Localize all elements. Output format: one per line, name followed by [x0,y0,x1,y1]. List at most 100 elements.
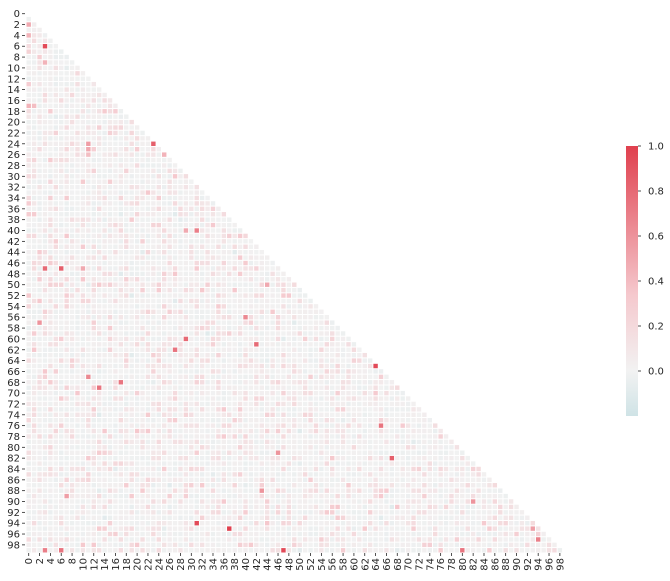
heatmap-cell [172,255,178,260]
heatmap-cell [129,363,134,369]
heatmap-cell [124,179,129,184]
heatmap-cell [96,87,102,92]
heatmap-cell [31,537,37,542]
heatmap-cell [64,358,69,363]
heatmap-cell [134,147,140,152]
heatmap-cell [31,98,37,103]
heatmap-cell [357,363,362,369]
heatmap-cell [460,493,465,499]
heatmap-cell [124,369,129,374]
heatmap-cell [167,266,172,271]
heatmap-cell [86,472,91,477]
heatmap-cell [351,342,357,347]
heatmap-cell [243,325,248,331]
heatmap-cell [313,309,319,315]
heatmap-cell [156,233,161,239]
heatmap-cell [330,423,335,428]
heatmap-cell [59,542,64,548]
heatmap-cell [86,282,91,287]
heatmap-cell [42,325,48,331]
y-tick-label: 34 [7,193,20,204]
heatmap-cell [134,309,140,315]
heatmap-cell [42,461,48,466]
heatmap-cell [194,255,199,260]
heatmap-cell [281,461,286,466]
heatmap-cell [80,428,86,434]
heatmap-cell [384,537,389,542]
heatmap-cell [118,233,124,239]
heatmap-cell [107,222,113,228]
heatmap-cell [199,461,205,466]
heatmap-cell [199,293,205,298]
heatmap-cell [162,233,167,239]
heatmap-cell [53,119,59,125]
heatmap-cell [438,450,443,455]
heatmap-cell [129,130,134,136]
heatmap-cell [286,423,292,428]
heatmap-cell [216,277,221,282]
heatmap-cell [26,277,31,282]
heatmap-cell [210,450,216,455]
heatmap-cell [75,141,80,146]
heatmap-cell [64,136,69,141]
heatmap-cell [210,201,216,206]
heatmap-cell [405,455,411,461]
heatmap-cell [183,504,189,510]
heatmap-cell [395,515,400,520]
heatmap-cell [48,44,53,49]
heatmap-cell [75,244,80,249]
heatmap-cell [525,526,530,531]
heatmap-cell [259,320,264,325]
heatmap-cell [286,325,292,331]
heatmap-cell [313,477,319,483]
heatmap-cell [199,228,205,233]
heatmap-cell [330,493,335,499]
heatmap-cell [178,542,183,548]
heatmap-cell [48,439,53,445]
heatmap-cell [210,266,216,271]
heatmap-cell [422,483,427,488]
heatmap-cell [91,309,96,315]
heatmap-cell [503,548,508,553]
heatmap-cell [156,320,161,325]
heatmap-cell [124,336,129,342]
heatmap-cell [107,119,113,125]
heatmap-cell [281,336,286,342]
heatmap-cell [134,217,140,222]
heatmap-cell [118,282,124,287]
heatmap-cell [91,304,96,309]
heatmap-cell [69,542,75,548]
heatmap-cell [221,488,227,493]
heatmap-cell [221,531,227,537]
heatmap-cell [91,125,96,130]
heatmap-cell [118,298,124,304]
heatmap-cell [31,103,37,109]
heatmap-cell [167,542,172,548]
heatmap-cell [124,385,129,390]
heatmap-cell [189,537,194,542]
heatmap-cell [167,499,172,504]
heatmap-cell [113,352,118,358]
heatmap-cell [37,38,42,44]
heatmap-cell [227,477,232,483]
heatmap-cell [362,358,367,363]
heatmap-cell [449,445,454,450]
heatmap-cell [80,228,86,233]
heatmap-cell [313,418,319,423]
heatmap-cell [297,493,302,499]
heatmap-cell [183,282,189,287]
heatmap-cell [124,298,129,304]
heatmap-cell [199,499,205,504]
heatmap-cell [75,249,80,255]
heatmap-cell [308,526,313,531]
heatmap-cell [69,125,75,130]
heatmap-cell [53,228,59,233]
heatmap-cell [140,445,145,450]
heatmap-cell [324,380,330,385]
heatmap-cell [389,396,395,401]
heatmap-cell [178,287,183,293]
heatmap-cell [189,179,194,184]
heatmap-cell [162,336,167,342]
heatmap-cell [151,445,156,450]
heatmap-cell [31,130,37,136]
